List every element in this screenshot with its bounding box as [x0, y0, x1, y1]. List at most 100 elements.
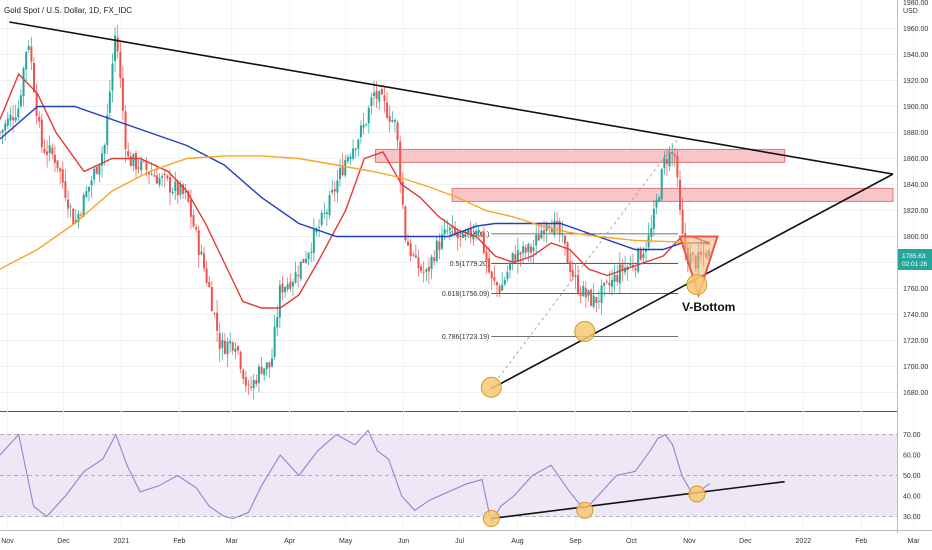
down-candle [616, 275, 619, 282]
down-candle [537, 234, 540, 241]
down-candle [135, 153, 138, 170]
up-candle [315, 228, 318, 233]
price-tick-label: 1720.00 [903, 338, 928, 345]
down-candle [482, 232, 485, 253]
price-tick-label: 1680.00 [903, 390, 928, 397]
down-candle [38, 116, 41, 122]
down-candle [407, 241, 410, 246]
up-candle [184, 190, 187, 193]
up-candle [603, 282, 606, 286]
currency-label: USD [903, 8, 918, 15]
rsi-indicator [0, 429, 785, 528]
down-candle [595, 296, 598, 303]
up-candle [522, 245, 525, 254]
up-candle [435, 240, 438, 261]
time-tick-label: Mar [908, 538, 921, 545]
down-candle [231, 342, 234, 351]
down-candle [577, 275, 580, 294]
ma-fast-line [0, 72, 711, 309]
down-candle [480, 231, 483, 235]
down-candle [260, 366, 263, 374]
down-candle [375, 90, 378, 99]
time-tick-label: Oct [626, 538, 637, 545]
up-candle [101, 153, 104, 166]
up-candle [467, 228, 470, 234]
up-candle [618, 264, 621, 284]
down-candle [569, 261, 572, 273]
down-candle [247, 384, 250, 386]
down-candle [563, 235, 566, 244]
down-candle [192, 214, 195, 227]
down-candle [255, 380, 258, 385]
up-candle [200, 251, 203, 255]
up-candle [637, 248, 640, 272]
down-candle [514, 254, 517, 263]
resistance-zone [451, 187, 894, 202]
up-candle [171, 191, 174, 194]
rsi-tick-label: 70.00 [903, 432, 921, 439]
down-candle [383, 95, 386, 101]
rsi-highlight-circle [482, 510, 500, 528]
down-candle [176, 181, 179, 196]
up-candle [391, 120, 394, 122]
down-candle [205, 268, 208, 283]
up-candle [561, 233, 564, 236]
down-candle [438, 241, 441, 250]
up-candle [310, 251, 313, 253]
time-axis[interactable]: Nov Dec 2021 Feb Mar Apr May Jun Jul Aug Sep Oct Nov… [1, 538, 920, 545]
down-candle [195, 227, 198, 230]
up-candle [668, 152, 671, 167]
up-candle [234, 348, 237, 352]
down-candle [242, 369, 245, 379]
down-candle [153, 175, 156, 177]
down-candle [223, 340, 226, 354]
up-candle [506, 272, 509, 279]
rsi-trendline [491, 480, 785, 520]
rsi-line [0, 429, 711, 525]
up-candle [645, 249, 648, 252]
up-candle [132, 153, 135, 167]
up-candle [629, 263, 632, 266]
down-candle [519, 252, 522, 255]
up-candle [323, 212, 326, 214]
up-candle [354, 148, 357, 151]
up-candle [357, 139, 360, 149]
up-candle [150, 173, 153, 175]
up-candle [140, 160, 143, 171]
resistance-zones [375, 148, 894, 202]
down-candle [454, 227, 457, 234]
time-tick-label: Apr [284, 538, 296, 545]
up-candle [655, 199, 658, 208]
rsi-tick-label: 40.00 [903, 494, 921, 501]
up-candle [516, 250, 519, 263]
up-candle [284, 287, 287, 292]
up-candle [19, 95, 22, 106]
up-candle [174, 181, 177, 192]
fib-level-label: 0.5(1779.20) [450, 261, 490, 268]
down-candle [145, 162, 148, 171]
up-candle [352, 148, 355, 159]
rsi-tick-label: 60.00 [903, 453, 921, 460]
up-candle [349, 156, 352, 159]
up-candle [553, 220, 556, 235]
up-candle [503, 279, 506, 285]
price-tick-label: 1760.00 [903, 286, 928, 293]
price-tick-label: 1740.00 [903, 312, 928, 319]
down-candle [608, 282, 611, 286]
resistance-zone [375, 148, 786, 163]
up-candle [278, 284, 281, 318]
up-candle [4, 123, 7, 131]
price-pane[interactable] [0, 0, 897, 411]
up-candle [271, 358, 274, 367]
up-candle [85, 191, 88, 197]
time-tick-label: Dec [739, 538, 752, 545]
down-candle [244, 377, 247, 386]
down-candle [388, 115, 391, 122]
price-tick-label: 1940.00 [903, 52, 928, 59]
up-candle [597, 300, 600, 302]
up-candle [461, 234, 464, 238]
down-candle [574, 275, 577, 277]
ma-slow-line [0, 155, 710, 270]
time-tick-label: Dec [57, 538, 70, 545]
down-candle [341, 166, 344, 176]
